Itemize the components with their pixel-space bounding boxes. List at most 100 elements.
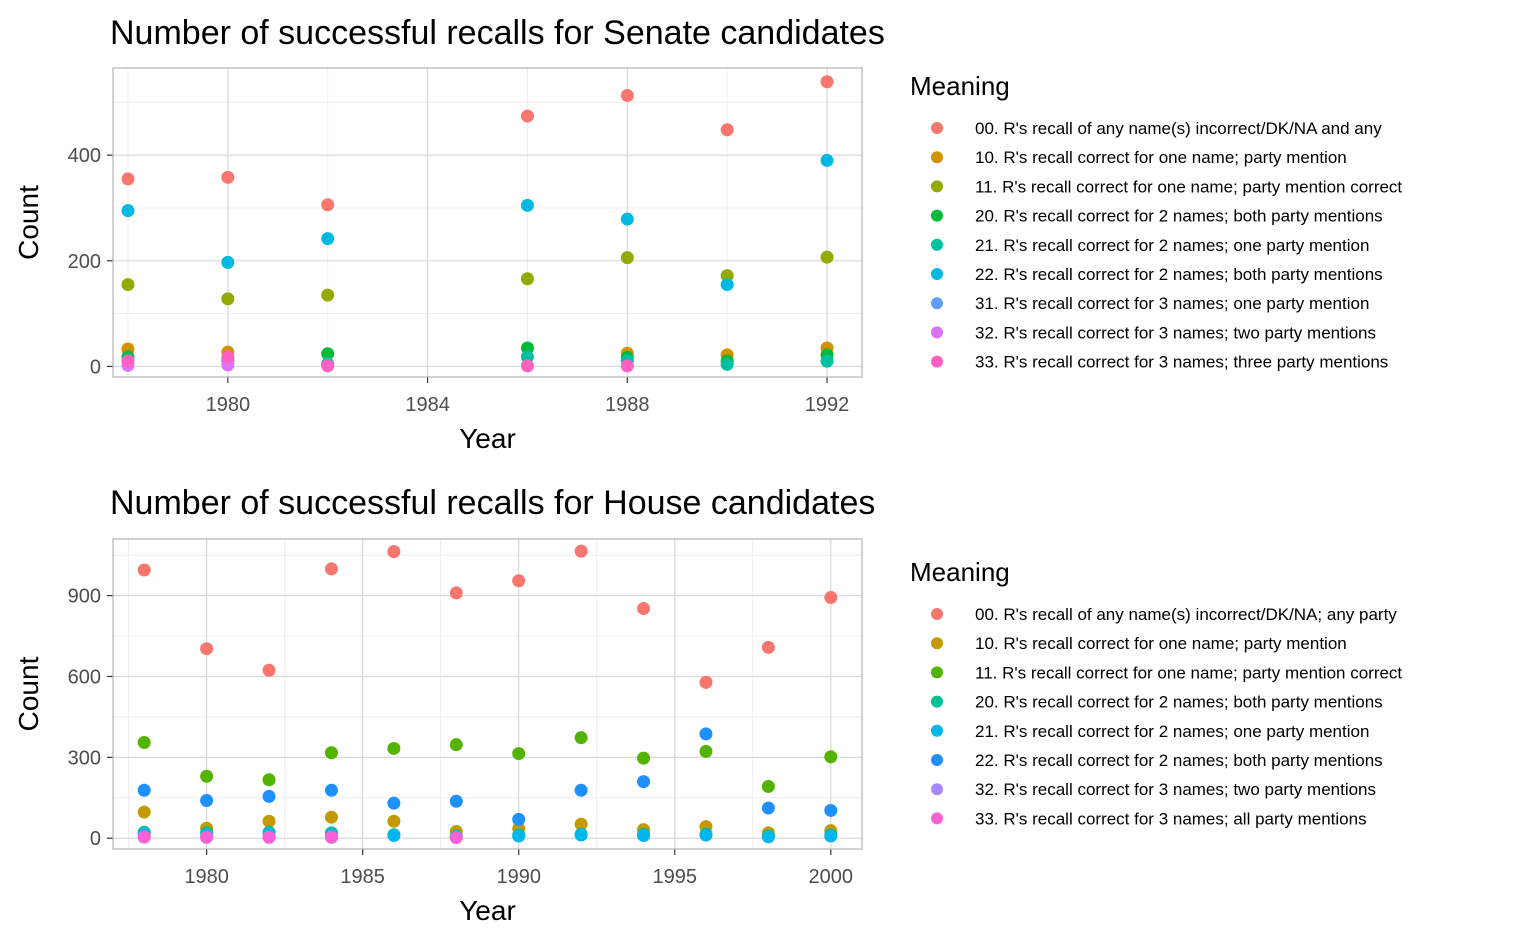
legend-label: 11. R's recall correct for one name; par… [975, 177, 1402, 196]
legend-label: 32. R's recall correct for 3 names; two … [975, 323, 1376, 342]
legend-label: 31. R's recall correct for 3 names; one … [975, 294, 1369, 313]
x-tick-label: 1988 [605, 394, 650, 416]
data-point [620, 212, 634, 226]
data-point [512, 812, 526, 826]
data-point [620, 251, 634, 265]
data-point [574, 731, 588, 745]
data-point [761, 801, 775, 815]
data-point [520, 198, 534, 212]
data-point [321, 347, 335, 361]
legend-key [931, 326, 943, 339]
legend-key [931, 209, 943, 222]
data-point [820, 354, 834, 368]
data-point [324, 830, 338, 844]
data-point [761, 640, 775, 654]
legend-key [931, 812, 943, 825]
data-point [262, 663, 276, 677]
data-point [387, 741, 401, 755]
data-point [121, 204, 135, 218]
y-tick-label: 200 [68, 251, 101, 273]
y-tick-label: 300 [68, 747, 101, 769]
data-point [324, 783, 338, 797]
x-axis-title: Year [459, 423, 516, 454]
plot-background [113, 68, 862, 377]
legend-key [931, 608, 943, 620]
data-point [200, 642, 214, 656]
data-point [449, 738, 463, 752]
data-point [761, 779, 775, 793]
y-tick-label: 0 [90, 356, 101, 378]
legend-label: 10. R's recall correct for one name; par… [975, 634, 1347, 653]
legend-label: 22. R's recall correct for 2 names; both… [975, 265, 1383, 284]
data-point [824, 803, 838, 817]
data-point [824, 829, 838, 843]
data-point [137, 830, 151, 844]
plot-border [112, 67, 863, 378]
data-point [121, 354, 135, 368]
legend-key [931, 238, 943, 251]
data-point [200, 830, 214, 844]
data-point [121, 172, 135, 186]
data-point [637, 751, 651, 765]
y-tick-label: 900 [68, 586, 101, 608]
plot-border [112, 538, 863, 850]
data-point [574, 783, 588, 797]
data-point [387, 829, 401, 843]
legend-label: 10. R's recall correct for one name; par… [975, 148, 1347, 167]
x-tick-label: 1985 [340, 866, 385, 888]
data-point [262, 773, 276, 787]
legend-key [931, 783, 943, 796]
data-point [820, 153, 834, 167]
x-tick-label: 1992 [805, 394, 850, 416]
y-tick-label: 600 [68, 666, 101, 688]
data-point [221, 170, 235, 184]
data-point [761, 830, 775, 844]
legend-key [931, 724, 943, 737]
plot-background [113, 539, 862, 849]
data-point [520, 359, 534, 373]
legend-title: Meaning [910, 71, 1010, 101]
data-point [574, 817, 588, 831]
data-point [720, 269, 734, 283]
data-point [137, 783, 151, 797]
data-point [824, 750, 838, 764]
x-tick-label: 1980 [184, 866, 229, 888]
legend-key [931, 754, 943, 766]
chart-panel-1: Number of successful recalls for House c… [13, 484, 1402, 926]
data-point [512, 574, 526, 588]
x-tick-label: 1980 [206, 394, 251, 416]
legend-label: 11. R's recall correct for one name; par… [975, 663, 1402, 682]
data-point [637, 829, 651, 843]
legend-label: 21. R's recall correct for 2 names; one … [975, 236, 1369, 255]
legend-key [931, 122, 943, 134]
legend-label: 33. R's recall correct for 3 names; thre… [975, 353, 1388, 372]
data-point [574, 828, 588, 842]
legend-key [931, 151, 943, 164]
legend-label: 00. R's recall of any name(s) incorrect/… [975, 605, 1397, 624]
data-point [820, 250, 834, 264]
data-point [512, 747, 526, 761]
data-point [137, 736, 151, 750]
data-point [221, 255, 235, 269]
data-point [221, 350, 235, 364]
data-point [824, 590, 838, 604]
data-point [720, 278, 734, 292]
data-point [262, 830, 276, 844]
x-tick-label: 1984 [405, 394, 450, 416]
legend-key [931, 297, 943, 310]
chart-panel-0: Number of successful recalls for Senate … [13, 14, 1402, 454]
data-point [200, 769, 214, 783]
data-point [574, 544, 588, 558]
x-tick-label: 1990 [496, 866, 541, 888]
data-point [620, 359, 634, 373]
data-point [520, 341, 534, 355]
data-point [637, 602, 651, 616]
data-point [321, 288, 335, 302]
data-point [221, 292, 235, 306]
y-tick-label: 400 [68, 145, 101, 167]
legend-label: 20. R's recall correct for 2 names; both… [975, 693, 1383, 712]
legend-key [931, 666, 943, 679]
data-point [520, 109, 534, 123]
legend-label: 32. R's recall correct for 3 names; two … [975, 780, 1376, 799]
data-point [699, 727, 713, 741]
